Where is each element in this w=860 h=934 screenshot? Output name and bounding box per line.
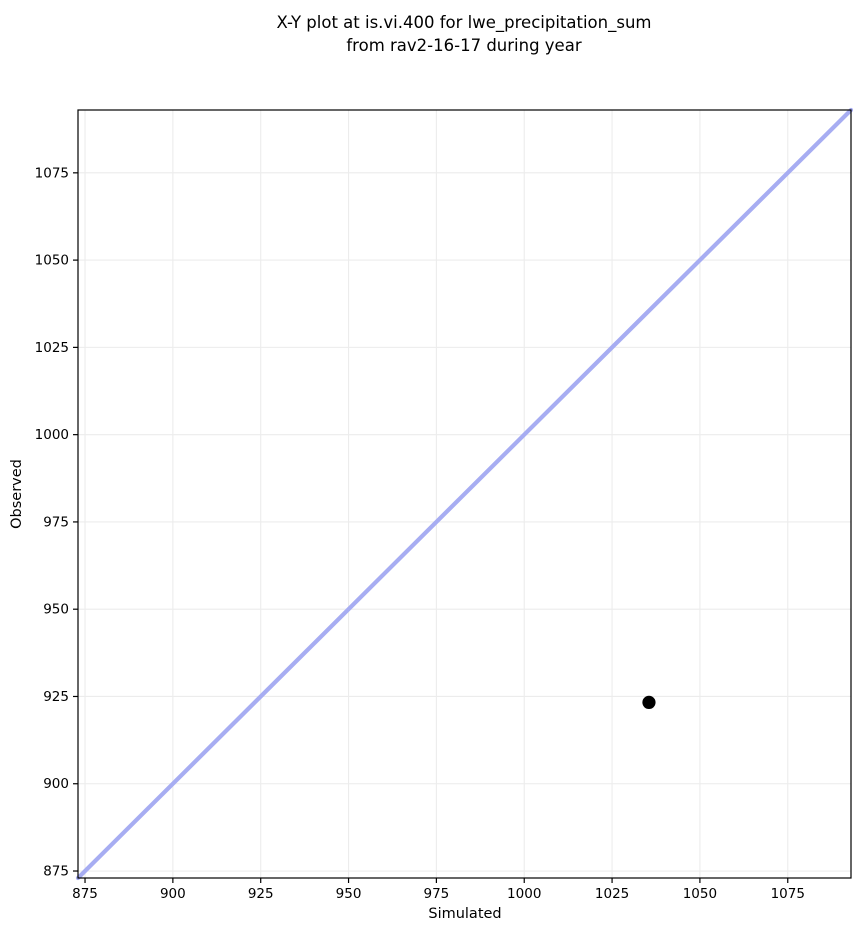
x-tick-label: 975 — [424, 886, 450, 902]
x-tick-label: 1025 — [595, 886, 629, 902]
chart-title: X-Y plot at is.vi.400 for lwe_precipitat… — [84, 11, 844, 57]
data-point — [642, 695, 656, 710]
x-tick-label: 1075 — [771, 886, 805, 902]
x-tick-label: 875 — [72, 886, 98, 902]
x-tick-label: 900 — [160, 886, 186, 902]
y-axis-label: Observed — [9, 459, 25, 529]
chart-title-line1: X-Y plot at is.vi.400 for lwe_precipitat… — [276, 13, 652, 32]
y-tick-label: 875 — [43, 864, 69, 880]
x-tick-label: 1050 — [683, 886, 717, 902]
y-tick-label: 1000 — [35, 427, 69, 443]
x-tick-label: 925 — [248, 886, 274, 902]
y-tick-label: 1025 — [35, 340, 69, 356]
x-tick-label: 1000 — [507, 886, 541, 902]
chart-title-line2: from rav2-16-17 during year — [346, 36, 582, 55]
y-tick-label: 950 — [43, 602, 69, 618]
x-axis-label: Simulated — [428, 906, 502, 922]
y-tick-label: 975 — [43, 514, 69, 530]
x-tick-label: 950 — [336, 886, 362, 902]
axes-spines — [77, 109, 852, 879]
identity-line — [75, 107, 854, 881]
y-tick-label: 1075 — [35, 165, 69, 181]
y-tick-label: 900 — [43, 776, 69, 792]
y-tick-label: 925 — [43, 689, 69, 705]
y-tick-label: 1050 — [35, 253, 69, 269]
